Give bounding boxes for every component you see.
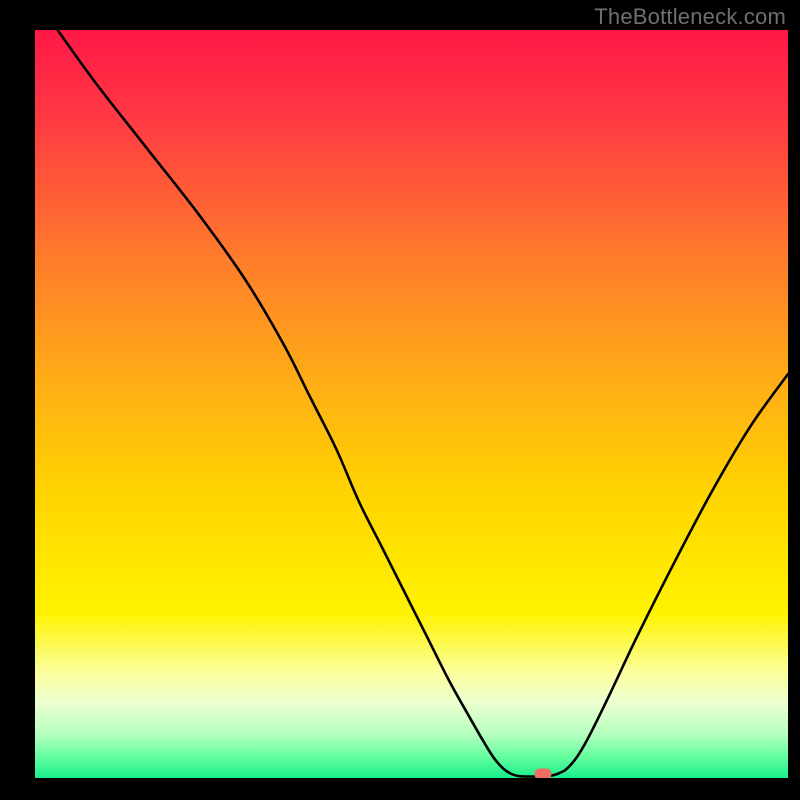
plot-area	[35, 30, 788, 778]
frame-border-right	[788, 0, 800, 800]
optimum-marker	[535, 769, 552, 778]
watermark-text: TheBottleneck.com	[594, 4, 786, 30]
chart-root: TheBottleneck.com	[0, 0, 800, 800]
frame-border-bottom	[0, 778, 800, 800]
gradient-background	[35, 30, 788, 778]
bottleneck-curve	[35, 30, 788, 778]
frame-border-left	[0, 0, 35, 800]
